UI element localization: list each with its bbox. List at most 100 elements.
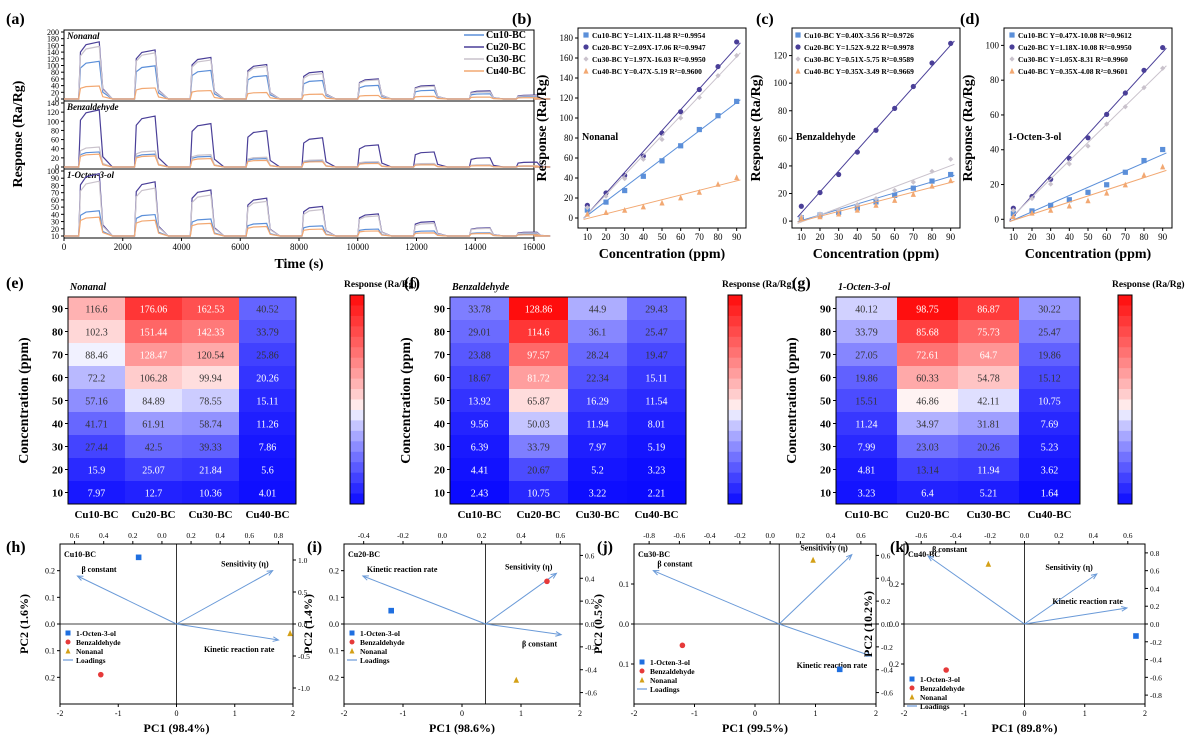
heat-cell (68, 389, 125, 412)
heat-cell (1019, 389, 1080, 412)
y-tick-label: 0.0 (889, 620, 899, 629)
colorbar-segment (350, 399, 364, 411)
legend-label: Cu20-BC (486, 42, 526, 53)
cell-value: 42.11 (977, 397, 999, 408)
heat-cell (509, 366, 568, 389)
legend-marker (909, 676, 915, 682)
cell-value: 4.81 (858, 466, 876, 477)
x-tick-label: 0 (175, 709, 179, 718)
row-label: 50 (434, 396, 446, 408)
row-label: 20 (820, 465, 832, 477)
row-label: 30 (820, 442, 832, 454)
row-label: 90 (820, 304, 832, 316)
y-tick-label: 60 (51, 196, 59, 205)
colorbar-segment (728, 305, 742, 317)
cell-value: 41.71 (85, 420, 108, 431)
y-tick-label: 40 (564, 173, 574, 183)
colorbar-segment (1118, 347, 1132, 359)
colorbar-segment (1118, 462, 1132, 474)
heat-cell (125, 412, 182, 435)
x-tick-label: 60 (1102, 232, 1112, 242)
x-tick-label: 14000 (464, 242, 487, 252)
data-point (622, 207, 628, 213)
x-tick-label: 10 (583, 232, 593, 242)
legend-label: Cu20-BC Y=2.09X-17.06 R²=0.9947 (592, 43, 706, 52)
column-label: Cu30-BC (575, 509, 619, 521)
cell-value: 25.86 (256, 351, 279, 362)
x-axis-title: Concentration (ppm) (599, 247, 726, 262)
cell-value: 25.07 (142, 466, 165, 477)
loading-label: Kinetic reaction rate (204, 645, 275, 654)
y-tick-label: 120 (47, 55, 59, 64)
colorbar-segment (350, 305, 364, 317)
analyte-annotation: 1-Octen-3-ol (1008, 132, 1062, 143)
y-axis-title: Response (Ra/Rg) (961, 74, 976, 181)
data-point (1066, 161, 1072, 167)
data-point (854, 149, 860, 155)
loading-vector (653, 570, 780, 625)
x-tick-label: -1 (115, 709, 122, 718)
row-label: 60 (434, 373, 446, 385)
row-label: 40 (52, 419, 64, 431)
heat-cell (958, 412, 1019, 435)
sample-point (135, 554, 142, 561)
x-tick-label: 40 (639, 232, 649, 242)
data-point (603, 190, 609, 196)
top-tick-label: 0.6 (856, 531, 866, 540)
data-point (640, 156, 646, 162)
top-tick-label: 0.4 (826, 531, 836, 540)
row-label: 80 (52, 327, 64, 339)
top-tick-label: 0.0 (157, 531, 167, 540)
colorbar-segment (728, 399, 742, 411)
cell-value: 9.56 (471, 420, 489, 431)
legend-marker (639, 668, 645, 674)
right-tick-label: -0.4 (881, 666, 893, 675)
data-point (910, 83, 916, 90)
colorbar-segment (728, 493, 742, 505)
data-point (640, 203, 646, 210)
x-tick-label: 4000 (173, 242, 192, 252)
legend-marker (639, 677, 645, 683)
cell-value: 7.99 (858, 443, 876, 454)
series-line (64, 172, 551, 237)
y-tick-label: 60 (51, 75, 59, 84)
panel-letter: (b) (512, 11, 532, 28)
cell-value: 20.26 (256, 374, 279, 385)
y-tick-label: 20 (51, 88, 59, 97)
loading-vector (176, 623, 279, 641)
legend-marker (795, 32, 801, 38)
colorbar-frame (1117, 294, 1133, 505)
cell-value: 39.33 (199, 443, 222, 454)
colorbar-segment (350, 315, 364, 327)
x-tick-label: 30 (1046, 232, 1056, 242)
x-tick-label: -2 (631, 709, 638, 718)
data-point (1048, 202, 1054, 209)
data-point (678, 143, 684, 149)
cell-value: 5.23 (1041, 443, 1059, 454)
loading-vector (1024, 607, 1128, 625)
data-point (1029, 195, 1035, 202)
heat-cell (958, 297, 1019, 320)
loading-label: β constant (81, 565, 116, 574)
y-tick-label: 40 (51, 82, 59, 91)
heat-cell (627, 412, 686, 435)
x-tick-label: 20 (1028, 232, 1038, 242)
cell-value: 75.73 (977, 328, 1000, 339)
x-tick-label: 1 (1083, 709, 1087, 718)
panel-letter: (d) (960, 11, 980, 28)
y-axis-title: Concentration (ppm) (399, 337, 414, 464)
x-tick-label: 30 (834, 232, 844, 242)
heat-cell (239, 389, 296, 412)
cell-value: 29.01 (468, 328, 491, 339)
heat-cell (1019, 458, 1080, 481)
cell-value: 85.68 (916, 328, 939, 339)
x-tick-label: -1 (961, 709, 968, 718)
colorbar-frame (349, 294, 365, 505)
cell-value: 176.06 (140, 305, 168, 316)
right-tick-label: 0.0 (1150, 620, 1160, 629)
row-label: 40 (434, 419, 446, 431)
heat-cell (627, 343, 686, 366)
x-tick-label: -2 (341, 709, 348, 718)
loading-vector (927, 555, 1025, 625)
colorbar-segment (350, 420, 364, 432)
